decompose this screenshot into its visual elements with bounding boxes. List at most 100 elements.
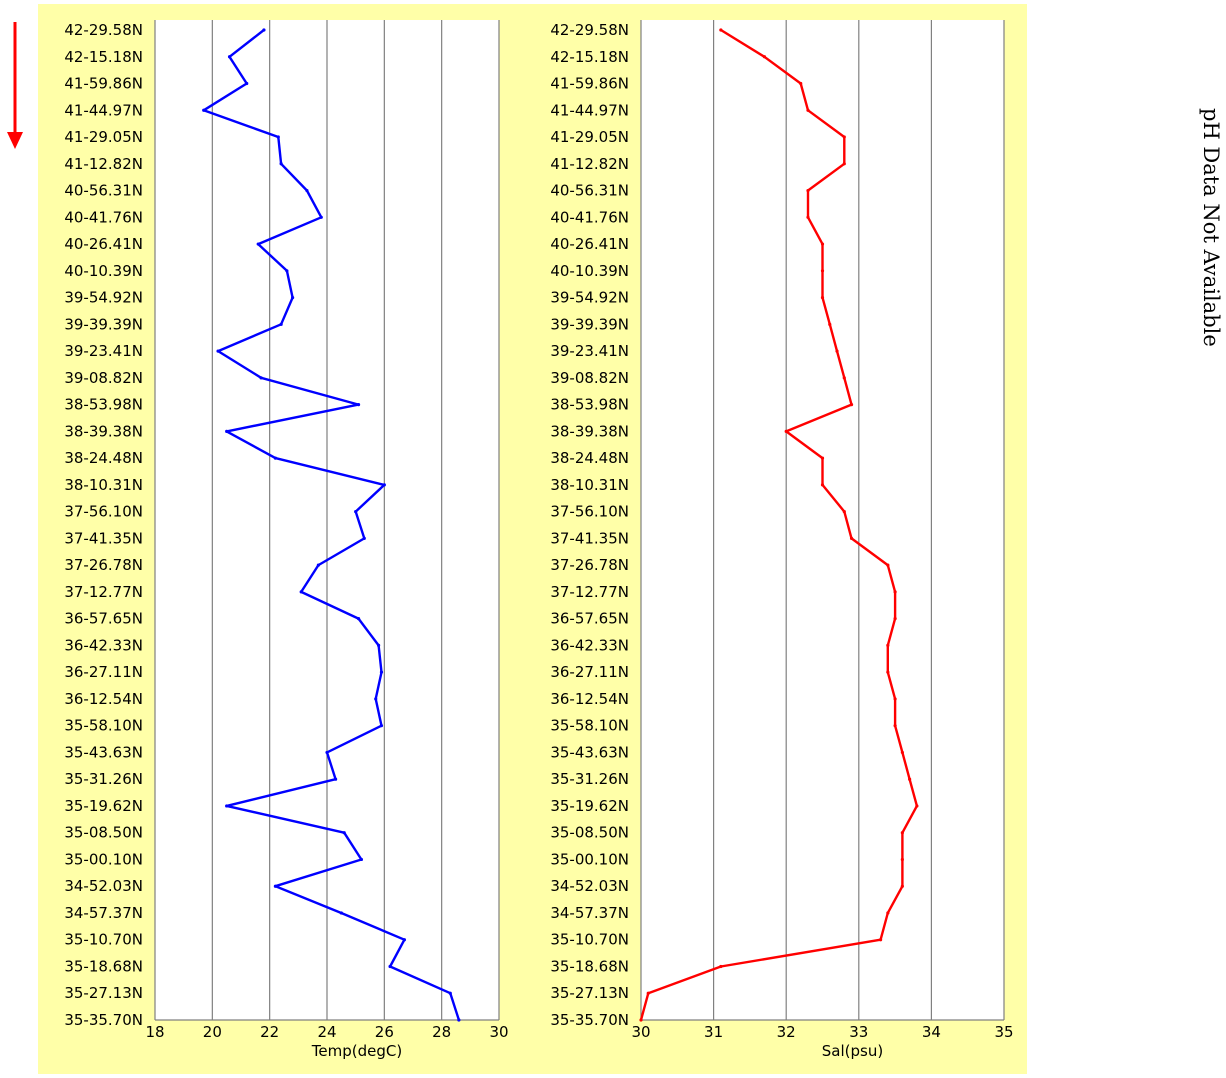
temp-lat-label: 35-19.62N [64,797,143,815]
sal-lat-label: 35-19.62N [550,797,629,815]
sal-lat-label: 39-08.82N [550,369,629,387]
temp-data-point [273,456,277,460]
sal-data-point [719,964,723,969]
temp-data-point [225,804,229,808]
sal-data-point [806,215,810,219]
temp-data-point [273,884,277,888]
sal-lat-label: 42-15.18N [550,48,629,66]
temp-data-point [334,777,338,781]
sal-x-tick-label: 33 [849,1023,868,1041]
temp-lat-label: 39-54.92N [64,289,143,307]
sal-data-point [900,857,904,862]
temp-data-point [305,188,309,193]
sal-lat-label: 35-08.50N [550,824,629,842]
temp-x-tick-label: 26 [375,1023,394,1041]
sal-plot-area [641,20,1004,1020]
temp-lat-label: 40-10.39N [64,262,143,280]
temp-x-axis-title: Temp(degC) [311,1042,402,1060]
temp-lat-label: 37-26.78N [64,556,143,574]
sal-data-point [835,349,839,353]
sal-lat-label: 40-56.31N [550,182,629,200]
temp-lat-label: 34-52.03N [64,877,143,895]
sal-lat-label: 38-10.31N [550,476,629,494]
sal-lat-label: 37-12.77N [550,583,629,601]
temp-lat-label: 35-58.10N [64,717,143,735]
sal-data-point [900,750,904,755]
temp-lat-label: 42-15.18N [64,48,143,66]
sal-x-tick-label: 30 [631,1023,650,1041]
sal-x-tick-label: 32 [777,1023,796,1041]
sal-data-point [820,456,825,460]
sal-data-point [842,135,846,139]
temp-lat-label: 37-12.77N [64,583,143,601]
temp-data-point [262,28,266,32]
temp-data-point [377,643,381,648]
temp-data-point [291,295,295,300]
temp-lat-label: 36-12.54N [64,690,143,708]
temp-x-tick-label: 20 [203,1023,222,1041]
sal-data-point [893,697,897,701]
sal-data-point [900,884,904,888]
temp-data-point [402,938,406,942]
temp-lat-label: 39-23.41N [64,342,143,360]
temp-data-point [325,750,329,755]
sal-x-tick-label: 31 [704,1023,723,1041]
temp-lat-label: 35-27.13N [64,984,143,1002]
temp-lat-label: 40-26.41N [64,235,143,253]
sal-data-point [893,724,897,728]
temp-lat-label: 41-12.82N [64,155,143,173]
sal-data-point [820,242,825,246]
temp-data-point [299,590,303,594]
sal-lat-label: 40-26.41N [550,235,629,253]
temp-data-point [362,536,366,540]
sal-lat-label: 36-12.54N [550,690,629,708]
sal-lat-label: 38-24.48N [550,449,629,467]
temp-lat-label: 35-08.50N [64,824,143,842]
temp-data-point [342,831,346,835]
temp-data-point [356,402,361,407]
temp-lat-label: 41-29.05N [64,128,143,146]
sal-lat-label: 36-57.65N [550,610,629,628]
sal-lat-label: 39-39.39N [550,315,629,333]
sal-data-point [806,108,810,112]
sal-lat-label: 35-35.70N [550,1011,629,1029]
temp-lat-label: 40-41.76N [64,208,143,226]
temp-x-tick-label: 28 [432,1023,451,1041]
temp-x-tick-label: 24 [317,1023,336,1041]
sal-data-point [849,402,854,407]
temp-data-point [316,563,320,567]
sal-data-point [886,911,890,915]
sal-lat-label: 42-29.58N [550,21,629,39]
sal-lat-label: 35-31.26N [550,770,629,788]
temp-lat-label: 37-41.35N [64,529,143,547]
sal-lat-label: 35-00.10N [550,850,629,868]
sal-data-point [719,28,723,32]
temp-lat-label: 36-27.11N [64,663,143,681]
sal-lat-label: 41-29.05N [550,128,629,146]
temp-lat-label: 38-10.31N [64,476,143,494]
sal-data-point [842,510,846,514]
temp-lat-label: 35-00.10N [64,850,143,868]
temp-lat-label: 35-10.70N [64,931,143,949]
temp-data-point [259,376,263,380]
sal-data-point [908,777,912,781]
temp-data-point [225,429,229,433]
sal-lat-label: 39-54.92N [550,289,629,307]
temp-x-tick-label: 30 [489,1023,508,1041]
temp-lat-label: 41-59.86N [64,75,143,93]
sal-data-point [878,938,883,942]
sal-lat-label: 35-43.63N [550,743,629,761]
temp-data-point [379,670,384,674]
temp-data-point [374,697,378,701]
sal-data-point [820,269,825,273]
temp-lat-label: 38-39.38N [64,422,143,440]
sal-data-point [762,55,767,59]
sal-lat-label: 37-41.35N [550,529,629,547]
temp-data-point [339,911,343,915]
temp-lat-label: 41-44.97N [64,101,143,119]
temp-data-point [279,322,283,326]
sal-lat-label: 38-53.98N [550,396,629,414]
temp-profile-line [202,29,461,1021]
sal-x-tick-label: 34 [922,1023,941,1041]
temp-x-tick-label: 22 [260,1023,279,1041]
